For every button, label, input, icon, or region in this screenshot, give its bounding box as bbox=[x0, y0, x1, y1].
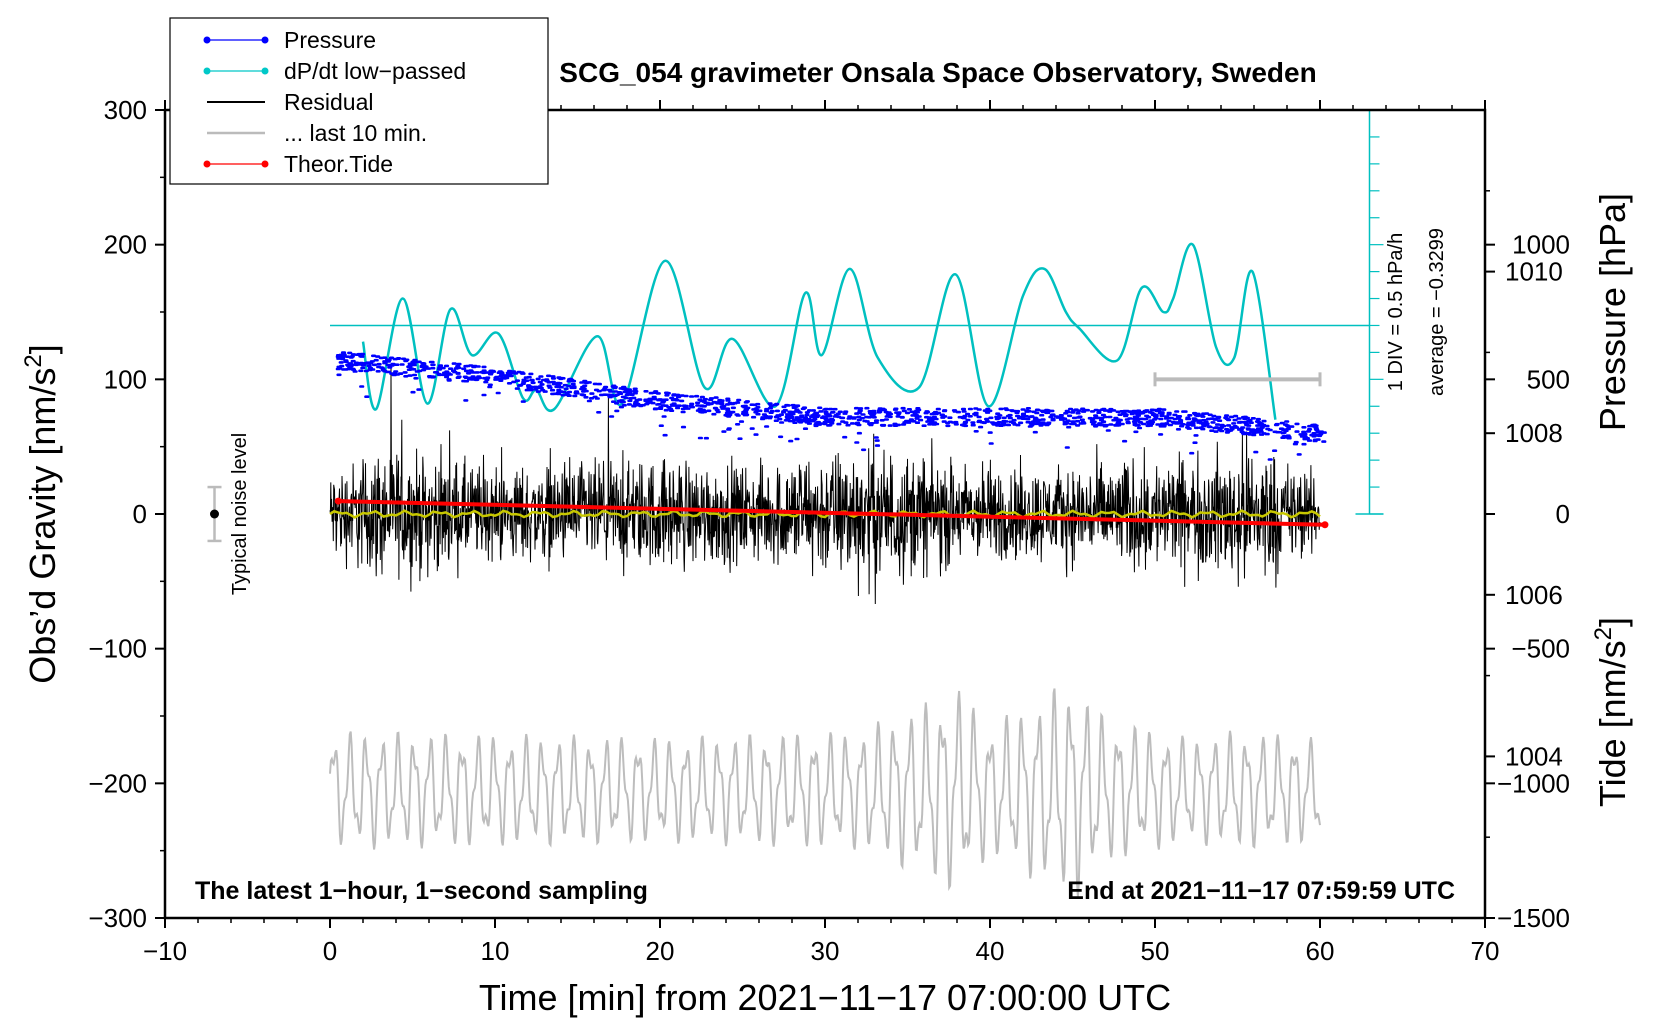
legend-item-pressure: Pressure bbox=[203, 27, 376, 53]
legend-item-last10: ... last 10 min. bbox=[207, 120, 427, 146]
chart-title: SCG_054 gravimeter Onsala Space Observat… bbox=[559, 57, 1316, 88]
residual-mean-series bbox=[329, 509, 1321, 519]
y-tick-label-tide: 0 bbox=[1556, 499, 1570, 529]
legend-label-residual: Residual bbox=[284, 89, 374, 115]
x-tick-label: 30 bbox=[811, 936, 840, 966]
footer-left-text: The latest 1−hour, 1−second sampling bbox=[195, 877, 648, 905]
noise-center-dot bbox=[210, 509, 219, 519]
dpdt-series bbox=[361, 242, 1277, 420]
y-label-tide-close: ] bbox=[1592, 617, 1633, 627]
residual-series bbox=[329, 365, 1321, 605]
side-annotations: 1 DIV = 0.5 hPa/h average = −0.3299 Typi… bbox=[229, 228, 1448, 595]
y-axis-label-tide: Tide [nm/s2] bbox=[1590, 617, 1633, 807]
y-tick-label-gravity: 200 bbox=[104, 230, 147, 260]
pressure-series bbox=[335, 351, 1327, 461]
y-tick-label-pressure: 1006 bbox=[1505, 580, 1563, 610]
y-tick-label-tide: −500 bbox=[1511, 634, 1570, 664]
y-tick-label-gravity: −300 bbox=[88, 903, 147, 933]
y-tick-label-pressure: 1008 bbox=[1505, 418, 1563, 448]
noise-label: Typical noise level bbox=[229, 433, 251, 595]
y-tick-label-pressure: 1004 bbox=[1505, 741, 1563, 771]
footer-right-text: End at 2021−11−17 07:59:59 UTC bbox=[1067, 877, 1455, 905]
y-tick-label-pressure: 1010 bbox=[1505, 257, 1563, 287]
x-tick-label: 50 bbox=[1141, 936, 1170, 966]
y-tick-label-tide: −1500 bbox=[1497, 903, 1570, 933]
x-tick-label: 20 bbox=[646, 936, 675, 966]
y-axis-label-pressure: Pressure [hPa] bbox=[1592, 193, 1633, 431]
legend: Pressure dP/dt low−passed Residual ... l… bbox=[169, 17, 549, 185]
legend-item-residual: Residual bbox=[207, 89, 374, 115]
x-tick-label: 60 bbox=[1306, 936, 1335, 966]
y-tick-label-tide: 500 bbox=[1527, 364, 1570, 394]
last10-series bbox=[329, 688, 1321, 898]
div-annotation: 1 DIV = 0.5 hPa/h bbox=[1385, 233, 1407, 391]
legend-label-last10: ... last 10 min. bbox=[284, 120, 427, 146]
tide-dot bbox=[334, 497, 342, 505]
y-label-tide-superscript: 2 bbox=[1590, 627, 1617, 640]
x-tick-label: 10 bbox=[481, 936, 510, 966]
y-label-gravity-superscript: 2 bbox=[20, 354, 47, 367]
legend-dot-tide bbox=[261, 160, 269, 168]
legend-label-dpdt: dP/dt low−passed bbox=[284, 58, 466, 84]
y-label-tide-main: Tide [nm/s bbox=[1592, 640, 1633, 807]
x-tick-label: 40 bbox=[976, 936, 1005, 966]
legend-label-tide: Theor.Tide bbox=[284, 151, 393, 177]
legend-dot-pressure bbox=[261, 36, 269, 44]
tide-dot bbox=[1321, 521, 1329, 529]
y-axis-label-gravity: Obs’d Gravity [nm/s2] bbox=[20, 344, 63, 683]
y-tick-label-tide: −1000 bbox=[1497, 768, 1570, 798]
legend-label-pressure: Pressure bbox=[284, 27, 376, 53]
legend-dot-pressure bbox=[203, 36, 211, 44]
legend-dot-dpdt bbox=[261, 67, 269, 75]
tide-series bbox=[338, 499, 1325, 527]
axis-ticks: −10 0 10 20 30 40 50 60 703002001000−100−200−300… bbox=[88, 95, 1570, 966]
y-tick-label-tide: 1000 bbox=[1512, 230, 1570, 260]
legend-item-dpdt: dP/dt low−passed bbox=[203, 58, 466, 84]
y-tick-label-gravity: 300 bbox=[104, 95, 147, 125]
y-tick-label-gravity: 100 bbox=[104, 364, 147, 394]
y-label-gravity-main: Obs’d Gravity [nm/s bbox=[22, 368, 63, 684]
footer-texts: The latest 1−hour, 1−second sampling End… bbox=[195, 877, 1455, 905]
x-tick-label: 70 bbox=[1471, 936, 1500, 966]
x-tick-label: 0 bbox=[323, 936, 337, 966]
y-tick-label-gravity: −100 bbox=[88, 634, 147, 664]
legend-dot-tide bbox=[203, 160, 211, 168]
x-axis-label: Time [min] from 2021−11−17 07:00:00 UTC bbox=[479, 977, 1171, 1018]
x-tick-label: −10 bbox=[143, 936, 187, 966]
plot-area bbox=[163, 108, 1487, 920]
legend-dot-dpdt bbox=[203, 67, 211, 75]
legend-item-tide: Theor.Tide bbox=[203, 151, 393, 177]
average-annotation: average = −0.3299 bbox=[1426, 228, 1448, 396]
data-layer bbox=[207, 109, 1384, 898]
y-tick-label-gravity: 0 bbox=[133, 499, 147, 529]
y-label-gravity-close: ] bbox=[22, 344, 63, 354]
y-tick-label-gravity: −200 bbox=[88, 768, 147, 798]
